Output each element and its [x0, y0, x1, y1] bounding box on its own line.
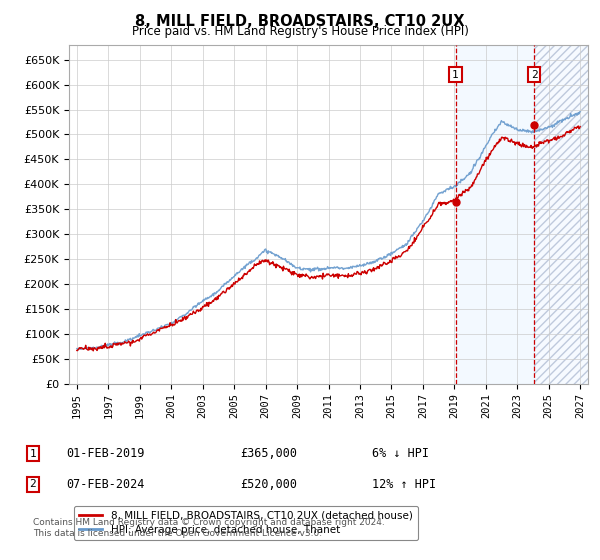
Text: 12% ↑ HPI: 12% ↑ HPI	[372, 478, 436, 491]
Legend: 8, MILL FIELD, BROADSTAIRS, CT10 2UX (detached house), HPI: Average price, detac: 8, MILL FIELD, BROADSTAIRS, CT10 2UX (de…	[74, 506, 418, 540]
Text: £365,000: £365,000	[240, 447, 297, 460]
Text: Price paid vs. HM Land Registry's House Price Index (HPI): Price paid vs. HM Land Registry's House …	[131, 25, 469, 38]
Text: 6% ↓ HPI: 6% ↓ HPI	[372, 447, 429, 460]
Text: 2: 2	[29, 479, 37, 489]
Bar	[534, 45, 588, 384]
Text: 2: 2	[531, 69, 538, 80]
Text: 1: 1	[452, 69, 459, 80]
Text: 01-FEB-2019: 01-FEB-2019	[66, 447, 145, 460]
Text: £520,000: £520,000	[240, 478, 297, 491]
Text: 8, MILL FIELD, BROADSTAIRS, CT10 2UX: 8, MILL FIELD, BROADSTAIRS, CT10 2UX	[135, 14, 465, 29]
Text: 1: 1	[29, 449, 37, 459]
Text: Contains HM Land Registry data © Crown copyright and database right 2024.
This d: Contains HM Land Registry data © Crown c…	[33, 518, 385, 538]
Text: 07-FEB-2024: 07-FEB-2024	[66, 478, 145, 491]
Bar	[455, 45, 534, 384]
Bar	[534, 45, 588, 384]
